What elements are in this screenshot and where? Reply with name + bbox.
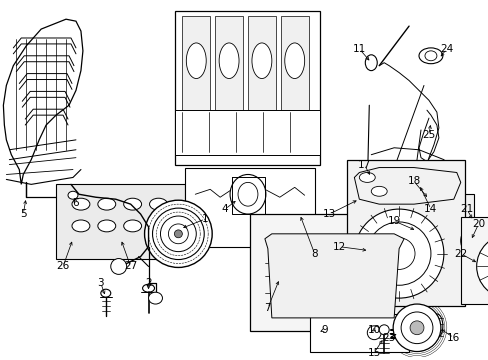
Bar [247, 16, 275, 110]
Ellipse shape [123, 220, 142, 232]
Ellipse shape [365, 55, 376, 71]
Text: 1: 1 [202, 214, 208, 224]
Ellipse shape [424, 51, 436, 61]
Text: 4: 4 [222, 204, 228, 214]
Bar [280, 16, 308, 110]
Ellipse shape [123, 198, 142, 210]
Ellipse shape [409, 321, 423, 335]
Ellipse shape [379, 325, 388, 335]
Ellipse shape [460, 228, 480, 253]
Bar [346, 159, 464, 306]
Ellipse shape [174, 230, 182, 238]
Text: 24: 24 [439, 44, 452, 54]
Text: 21: 21 [459, 204, 472, 214]
Bar [56, 184, 185, 258]
Ellipse shape [149, 198, 167, 210]
Text: 7: 7 [264, 303, 271, 313]
Text: 26: 26 [56, 261, 69, 271]
Text: 25: 25 [422, 130, 435, 140]
Bar [215, 16, 243, 110]
Ellipse shape [434, 221, 462, 241]
Text: 9: 9 [321, 325, 327, 335]
Ellipse shape [284, 43, 304, 78]
Ellipse shape [72, 198, 90, 210]
Ellipse shape [359, 172, 374, 183]
Ellipse shape [98, 198, 116, 210]
Text: 14: 14 [424, 204, 437, 214]
Bar [182, 16, 210, 110]
Ellipse shape [68, 191, 78, 199]
Ellipse shape [383, 238, 414, 269]
Ellipse shape [392, 304, 440, 351]
Ellipse shape [418, 48, 442, 64]
Text: 20: 20 [471, 219, 484, 229]
Text: 3: 3 [97, 278, 104, 288]
Text: 23: 23 [382, 333, 395, 343]
Text: 13: 13 [322, 209, 335, 219]
Text: 5: 5 [20, 209, 26, 219]
Ellipse shape [98, 220, 116, 232]
Bar [309, 314, 408, 351]
Text: 15: 15 [367, 347, 380, 357]
Bar [460, 217, 488, 304]
Bar [393, 194, 473, 249]
Ellipse shape [144, 200, 212, 267]
Ellipse shape [186, 43, 206, 78]
Ellipse shape [160, 216, 196, 252]
Text: 16: 16 [446, 333, 460, 343]
Ellipse shape [72, 220, 90, 232]
Text: 8: 8 [311, 249, 317, 258]
Ellipse shape [354, 209, 443, 298]
Text: 12: 12 [332, 242, 346, 252]
Ellipse shape [430, 314, 442, 338]
Ellipse shape [168, 224, 188, 244]
Ellipse shape [149, 220, 167, 232]
Bar [185, 167, 314, 247]
Ellipse shape [101, 289, 111, 297]
Ellipse shape [476, 235, 488, 298]
Ellipse shape [366, 222, 430, 285]
Text: 27: 27 [124, 261, 137, 271]
Text: 10: 10 [367, 325, 380, 335]
Ellipse shape [148, 292, 162, 304]
Ellipse shape [230, 175, 265, 214]
Polygon shape [3, 19, 83, 184]
Ellipse shape [111, 258, 126, 274]
Ellipse shape [366, 326, 381, 339]
Text: 17: 17 [357, 159, 370, 170]
Bar [249, 214, 416, 331]
Text: 18: 18 [407, 176, 420, 186]
Text: 19: 19 [386, 216, 400, 226]
Bar [175, 110, 319, 155]
Ellipse shape [142, 284, 154, 292]
Bar [175, 11, 319, 165]
Ellipse shape [238, 183, 257, 206]
Text: 22: 22 [453, 249, 467, 258]
Ellipse shape [152, 208, 204, 260]
Polygon shape [264, 234, 403, 318]
Ellipse shape [370, 186, 386, 196]
Text: 2: 2 [145, 278, 152, 288]
Ellipse shape [251, 43, 271, 78]
Ellipse shape [400, 312, 432, 343]
Text: 6: 6 [73, 198, 79, 208]
Ellipse shape [405, 223, 421, 239]
Ellipse shape [219, 43, 239, 78]
Text: 11: 11 [352, 44, 365, 54]
